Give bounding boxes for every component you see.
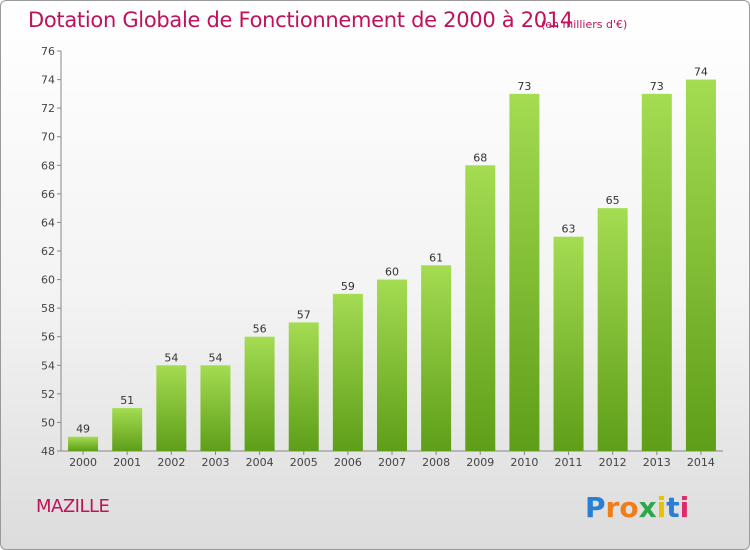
x-tick-label: 2000 (69, 456, 97, 469)
y-tick-label: 48 (41, 445, 55, 458)
logo-letter: i (680, 491, 690, 524)
x-tick-label: 2001 (113, 456, 141, 469)
chart-title: Dotation Globale de Fonctionnement de 20… (28, 8, 573, 32)
x-tick-label: 2002 (157, 456, 185, 469)
x-tick-label: 2008 (422, 456, 450, 469)
bar-2014 (685, 79, 716, 452)
chart-bars (68, 79, 716, 452)
data-label: 61 (429, 251, 443, 264)
logo-letter: t (666, 491, 679, 524)
bar-2003 (200, 365, 231, 451)
x-tick-label: 2012 (599, 456, 627, 469)
y-tick-label: 50 (41, 416, 55, 429)
logo-letter: o (619, 491, 638, 524)
data-label: 63 (562, 223, 576, 236)
bar-2005 (288, 322, 319, 451)
chart-labels: 2000 49 2001 51 2002 54 2003 54 2004 56 2005 57 2006… (69, 66, 715, 469)
y-tick-label: 62 (41, 245, 55, 258)
data-label: 54 (164, 351, 178, 364)
bar-2010 (509, 93, 540, 451)
bar-2013 (641, 93, 672, 451)
logo-letter: x (639, 491, 657, 524)
data-label: 59 (341, 280, 355, 293)
data-label: 51 (120, 394, 134, 407)
proxiti-logo: Proxiti (585, 491, 689, 524)
x-tick-label: 2007 (378, 456, 406, 469)
unit-note: (en milliers d'€) (541, 18, 628, 31)
bar-2000 (68, 436, 99, 451)
x-tick-label: 2004 (246, 456, 274, 469)
y-tick-label: 74 (41, 74, 55, 87)
y-tick-label: 60 (41, 274, 55, 287)
bar-2009 (465, 165, 496, 452)
data-label: 68 (473, 151, 487, 164)
bar-2004 (244, 336, 275, 451)
x-tick-label: 2003 (201, 456, 229, 469)
x-tick-label: 2005 (290, 456, 318, 469)
data-label: 74 (694, 66, 708, 79)
logo-letter: i (657, 491, 667, 524)
y-tick-label: 56 (41, 331, 55, 344)
data-label: 54 (208, 351, 222, 364)
data-label: 73 (517, 80, 531, 93)
data-label: 60 (385, 266, 399, 279)
y-tick-label: 54 (41, 359, 55, 372)
commune-name: MAZILLE (36, 496, 110, 517)
y-tick-label: 66 (41, 188, 55, 201)
y-tick-label: 72 (41, 102, 55, 115)
bar-2008 (421, 265, 452, 451)
y-tick-label: 68 (41, 159, 55, 172)
data-label: 49 (76, 423, 90, 436)
x-tick-label: 2013 (643, 456, 671, 469)
y-tick-label: 64 (41, 216, 55, 229)
x-tick-label: 2009 (466, 456, 494, 469)
y-tick-label: 58 (41, 302, 55, 315)
bar-2012 (597, 208, 628, 451)
x-tick-label: 2014 (687, 456, 715, 469)
x-tick-label: 2011 (555, 456, 583, 469)
bar-2001 (112, 408, 143, 451)
x-tick-label: 2006 (334, 456, 362, 469)
data-label: 56 (253, 323, 267, 336)
bar-2011 (553, 236, 584, 451)
bar-2002 (156, 365, 187, 451)
logo-letter: r (606, 491, 620, 524)
data-label: 57 (297, 308, 311, 321)
y-tick-label: 52 (41, 388, 55, 401)
y-tick-label: 76 (41, 45, 55, 58)
y-tick-label: 70 (41, 131, 55, 144)
svg-text:Proxiti: Proxiti (585, 491, 689, 524)
x-tick-label: 2010 (510, 456, 538, 469)
data-label: 73 (650, 80, 664, 93)
logo-letter: P (585, 491, 606, 524)
bar-2006 (332, 293, 363, 451)
bar-2007 (377, 279, 407, 451)
data-label: 65 (606, 194, 620, 207)
